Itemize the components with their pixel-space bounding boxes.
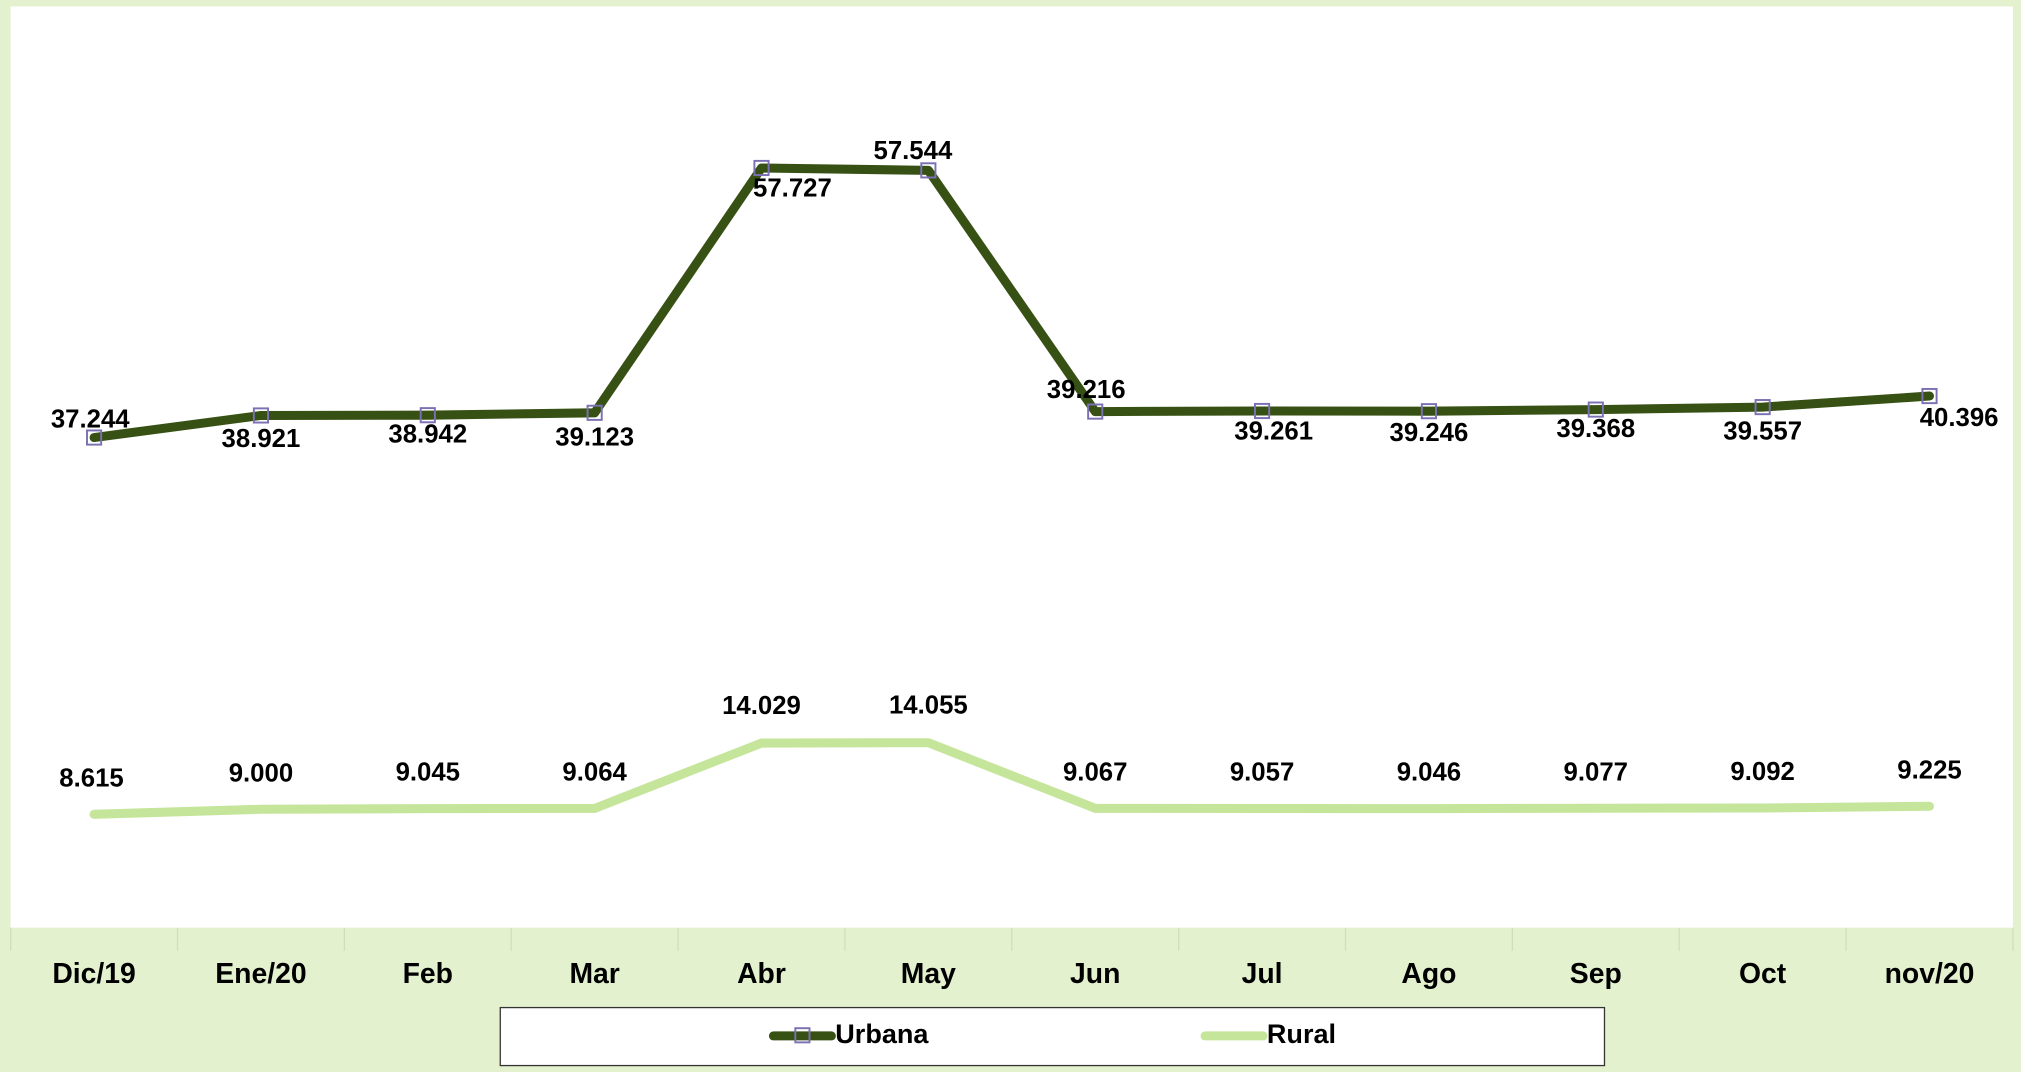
plot-area — [10, 6, 2013, 928]
marker — [419, 407, 436, 424]
marker — [1254, 402, 1271, 420]
x-tick-label: May — [901, 958, 956, 990]
data-label: 9.077 — [1564, 758, 1628, 786]
x-tick-label: nov/20 — [1885, 958, 1975, 990]
x-tick-label: Jul — [1242, 958, 1283, 990]
data-label: 9.064 — [562, 758, 627, 786]
legend-label: Rural — [1267, 1019, 1336, 1049]
series-line — [89, 163, 1935, 443]
x-tick-label: Feb — [403, 958, 453, 990]
marker — [1420, 403, 1437, 420]
data-label: 14.055 — [889, 691, 968, 719]
data-label: 39.216 — [1047, 376, 1126, 404]
x-tick-label: Oct — [1739, 958, 1787, 990]
marker — [252, 407, 269, 424]
data-label: 57.544 — [874, 137, 953, 165]
x-tick-label: Sep — [1570, 958, 1622, 990]
data-label: 9.057 — [1230, 759, 1294, 787]
data-label: 8.615 — [59, 764, 123, 792]
data-label: 14.029 — [722, 692, 801, 720]
marker — [1921, 387, 1938, 405]
legend-marker — [794, 1027, 811, 1044]
data-label: 37.244 — [51, 406, 130, 434]
data-label: 40.396 — [1920, 404, 1999, 432]
data-label: 9.067 — [1063, 758, 1127, 786]
legend-box — [499, 1006, 1606, 1067]
data-label: 9.000 — [229, 759, 293, 787]
x-tick-label: Ago — [1401, 958, 1456, 990]
marker — [586, 404, 603, 421]
x-tick-label: Mar — [569, 958, 619, 990]
data-label: 39.123 — [555, 423, 634, 451]
data-label: 9.045 — [396, 759, 460, 787]
data-label: 9.092 — [1730, 758, 1794, 786]
series-line — [89, 738, 1935, 819]
data-label: 39.261 — [1234, 418, 1313, 446]
x-tick-label: Ene/20 — [215, 958, 306, 990]
marker — [1587, 401, 1604, 418]
data-label: 57.727 — [753, 175, 832, 203]
data-label: 38.921 — [222, 425, 301, 453]
x-tick-label: Abr — [737, 958, 786, 990]
x-tick-label: Jun — [1070, 958, 1120, 990]
marker — [1087, 403, 1104, 420]
data-label: 38.942 — [388, 421, 467, 449]
x-tick-label: Dic/19 — [52, 958, 135, 990]
marker — [86, 429, 103, 446]
data-label: 39.368 — [1556, 415, 1635, 443]
data-label: 9.225 — [1897, 756, 1961, 784]
marker — [920, 162, 937, 179]
marker — [1754, 399, 1771, 416]
data-label: 39.557 — [1723, 418, 1802, 446]
data-label: 9.046 — [1397, 759, 1461, 787]
marker — [753, 159, 770, 177]
data-label: 39.246 — [1390, 419, 1469, 447]
legend-label: Urbana — [835, 1019, 929, 1049]
